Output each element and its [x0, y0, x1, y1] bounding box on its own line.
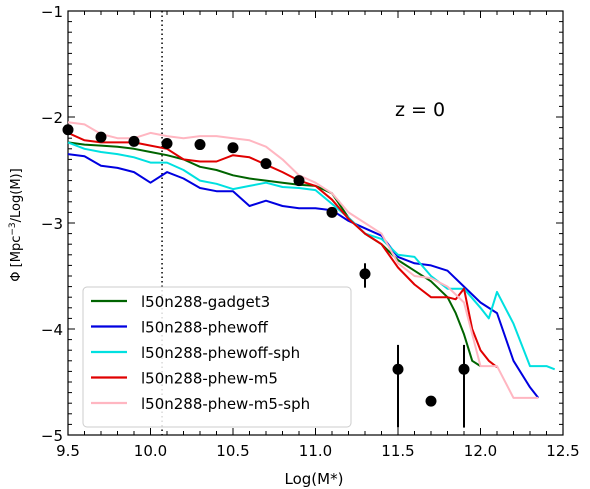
series-line-l50n288-phew-m5 [67, 131, 498, 368]
data-point [260, 158, 272, 170]
x-tick-label: 9.5 [56, 442, 80, 460]
legend-label: l50n288-phewoff [141, 319, 269, 337]
y-tick-label: −2 [41, 109, 63, 127]
y-tick-label: −3 [41, 215, 63, 233]
y-tick-label: −4 [41, 321, 63, 339]
legend-label: l50n288-phew-m5 [141, 370, 278, 388]
series-lines [67, 121, 556, 399]
x-tick-label: 10.5 [216, 442, 249, 460]
series-line-l50n288-phew-m5-sph [67, 121, 539, 399]
data-point [359, 268, 371, 280]
observation-points [62, 124, 470, 428]
data-point [227, 142, 239, 154]
data-point [62, 124, 74, 136]
series-line-l50n288-phewoff-sph [67, 141, 556, 371]
legend-label: l50n288-gadget3 [141, 293, 270, 311]
x-tick-label: 11.5 [381, 442, 414, 460]
series-line-l50n288-phewoff [67, 153, 540, 399]
y-axis-label: Φ [Mpc−3/Log(M)] [8, 168, 24, 281]
data-point [194, 139, 206, 151]
x-tick-label: 12.0 [464, 442, 497, 460]
legend-label: l50n288-phew-m5-sph [141, 395, 310, 413]
legend-box [82, 286, 352, 428]
data-point [293, 175, 305, 187]
x-tick-label: 10.0 [134, 442, 167, 460]
legend: l50n288-gadget3 l50n288-phewoff l50n288-ph… [82, 286, 352, 428]
y-tick-label: −1 [41, 3, 63, 21]
axis-ticks: 9.5 10.0 10.5 11.0 11.5 12.0 12.5 −5 −4 −3 −2 −1 [41, 3, 580, 460]
data-point [95, 131, 107, 143]
x-axis-label: Log(M*) [285, 470, 344, 488]
data-point [326, 206, 338, 218]
data-point [128, 135, 140, 147]
data-point [425, 395, 437, 407]
x-tick-label: 12.5 [546, 442, 579, 460]
data-point [458, 363, 470, 375]
data-point [392, 363, 404, 375]
data-point [161, 138, 173, 149]
legend-label: l50n288-phewoff-sph [141, 344, 300, 362]
x-tick-label: 11.0 [299, 442, 332, 460]
redshift-annotation: z = 0 [395, 99, 445, 121]
series-line-l50n288-gadget3 [67, 141, 482, 367]
y-tick-label: −5 [41, 427, 63, 445]
